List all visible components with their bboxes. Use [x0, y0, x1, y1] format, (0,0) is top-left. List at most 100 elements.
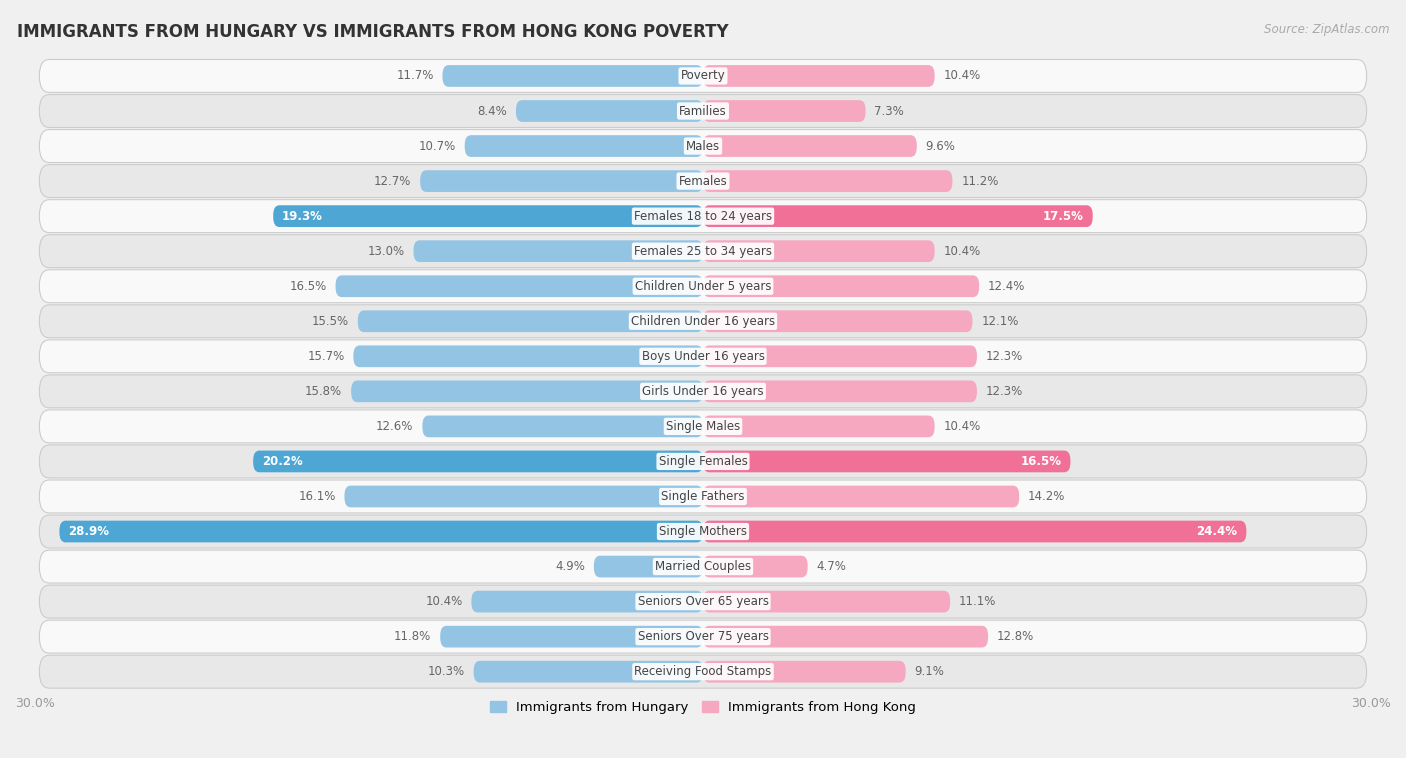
Text: 9.1%: 9.1%: [914, 666, 945, 678]
Text: 24.4%: 24.4%: [1197, 525, 1237, 538]
Text: Females: Females: [679, 174, 727, 187]
FancyBboxPatch shape: [39, 620, 1367, 653]
Text: Females 25 to 34 years: Females 25 to 34 years: [634, 245, 772, 258]
Text: 17.5%: 17.5%: [1043, 210, 1084, 223]
FancyBboxPatch shape: [39, 59, 1367, 92]
FancyBboxPatch shape: [39, 340, 1367, 373]
FancyBboxPatch shape: [703, 381, 977, 402]
Text: 12.3%: 12.3%: [986, 349, 1024, 363]
Text: 7.3%: 7.3%: [875, 105, 904, 117]
FancyBboxPatch shape: [39, 585, 1367, 618]
Text: 19.3%: 19.3%: [283, 210, 323, 223]
FancyBboxPatch shape: [39, 480, 1367, 513]
FancyBboxPatch shape: [474, 661, 703, 682]
Text: Poverty: Poverty: [681, 70, 725, 83]
FancyBboxPatch shape: [703, 65, 935, 87]
FancyBboxPatch shape: [39, 445, 1367, 478]
Text: 28.9%: 28.9%: [69, 525, 110, 538]
FancyBboxPatch shape: [703, 310, 973, 332]
Text: 16.5%: 16.5%: [290, 280, 326, 293]
FancyBboxPatch shape: [59, 521, 703, 543]
Text: 11.1%: 11.1%: [959, 595, 997, 608]
Text: 20.2%: 20.2%: [262, 455, 302, 468]
FancyBboxPatch shape: [703, 415, 935, 437]
Text: 13.0%: 13.0%: [367, 245, 405, 258]
Text: 10.3%: 10.3%: [427, 666, 465, 678]
Text: 12.4%: 12.4%: [988, 280, 1025, 293]
Text: Receiving Food Stamps: Receiving Food Stamps: [634, 666, 772, 678]
FancyBboxPatch shape: [443, 65, 703, 87]
FancyBboxPatch shape: [703, 346, 977, 367]
FancyBboxPatch shape: [593, 556, 703, 578]
Text: Females 18 to 24 years: Females 18 to 24 years: [634, 210, 772, 223]
FancyBboxPatch shape: [39, 270, 1367, 302]
FancyBboxPatch shape: [703, 521, 1246, 543]
FancyBboxPatch shape: [703, 135, 917, 157]
FancyBboxPatch shape: [703, 275, 979, 297]
Text: 11.2%: 11.2%: [962, 174, 998, 187]
Text: 16.5%: 16.5%: [1021, 455, 1062, 468]
FancyBboxPatch shape: [703, 556, 807, 578]
Text: 15.8%: 15.8%: [305, 385, 342, 398]
FancyBboxPatch shape: [344, 486, 703, 507]
Text: Single Fathers: Single Fathers: [661, 490, 745, 503]
Text: 4.7%: 4.7%: [817, 560, 846, 573]
Text: Single Males: Single Males: [666, 420, 740, 433]
FancyBboxPatch shape: [39, 199, 1367, 233]
FancyBboxPatch shape: [273, 205, 703, 227]
Text: Males: Males: [686, 139, 720, 152]
FancyBboxPatch shape: [253, 450, 703, 472]
FancyBboxPatch shape: [422, 415, 703, 437]
FancyBboxPatch shape: [703, 205, 1092, 227]
Text: 10.4%: 10.4%: [425, 595, 463, 608]
Text: Single Mothers: Single Mothers: [659, 525, 747, 538]
Text: 12.6%: 12.6%: [377, 420, 413, 433]
Text: Children Under 5 years: Children Under 5 years: [634, 280, 772, 293]
FancyBboxPatch shape: [353, 346, 703, 367]
Text: Children Under 16 years: Children Under 16 years: [631, 315, 775, 327]
FancyBboxPatch shape: [39, 235, 1367, 268]
Text: Seniors Over 75 years: Seniors Over 75 years: [637, 630, 769, 643]
FancyBboxPatch shape: [39, 515, 1367, 548]
FancyBboxPatch shape: [359, 310, 703, 332]
Text: 10.4%: 10.4%: [943, 420, 981, 433]
Legend: Immigrants from Hungary, Immigrants from Hong Kong: Immigrants from Hungary, Immigrants from…: [485, 696, 921, 719]
Text: 16.1%: 16.1%: [298, 490, 336, 503]
FancyBboxPatch shape: [465, 135, 703, 157]
FancyBboxPatch shape: [703, 100, 866, 122]
Text: 10.4%: 10.4%: [943, 245, 981, 258]
Text: 12.8%: 12.8%: [997, 630, 1035, 643]
Text: 11.7%: 11.7%: [396, 70, 433, 83]
Text: 11.8%: 11.8%: [394, 630, 432, 643]
Text: 14.2%: 14.2%: [1028, 490, 1066, 503]
Text: Source: ZipAtlas.com: Source: ZipAtlas.com: [1264, 23, 1389, 36]
FancyBboxPatch shape: [39, 410, 1367, 443]
FancyBboxPatch shape: [703, 486, 1019, 507]
FancyBboxPatch shape: [39, 550, 1367, 583]
Text: 15.7%: 15.7%: [308, 349, 344, 363]
FancyBboxPatch shape: [352, 381, 703, 402]
Text: Boys Under 16 years: Boys Under 16 years: [641, 349, 765, 363]
FancyBboxPatch shape: [420, 171, 703, 192]
Text: 12.1%: 12.1%: [981, 315, 1019, 327]
FancyBboxPatch shape: [440, 626, 703, 647]
Text: IMMIGRANTS FROM HUNGARY VS IMMIGRANTS FROM HONG KONG POVERTY: IMMIGRANTS FROM HUNGARY VS IMMIGRANTS FR…: [17, 23, 728, 41]
FancyBboxPatch shape: [413, 240, 703, 262]
FancyBboxPatch shape: [39, 130, 1367, 162]
FancyBboxPatch shape: [703, 590, 950, 612]
FancyBboxPatch shape: [703, 240, 935, 262]
Text: Single Females: Single Females: [658, 455, 748, 468]
FancyBboxPatch shape: [39, 655, 1367, 688]
FancyBboxPatch shape: [39, 305, 1367, 338]
FancyBboxPatch shape: [39, 164, 1367, 198]
FancyBboxPatch shape: [39, 375, 1367, 408]
Text: 8.4%: 8.4%: [477, 105, 508, 117]
Text: 4.9%: 4.9%: [555, 560, 585, 573]
FancyBboxPatch shape: [336, 275, 703, 297]
Text: 10.7%: 10.7%: [419, 139, 456, 152]
Text: Married Couples: Married Couples: [655, 560, 751, 573]
FancyBboxPatch shape: [516, 100, 703, 122]
Text: 15.5%: 15.5%: [312, 315, 349, 327]
Text: 12.7%: 12.7%: [374, 174, 412, 187]
FancyBboxPatch shape: [703, 626, 988, 647]
